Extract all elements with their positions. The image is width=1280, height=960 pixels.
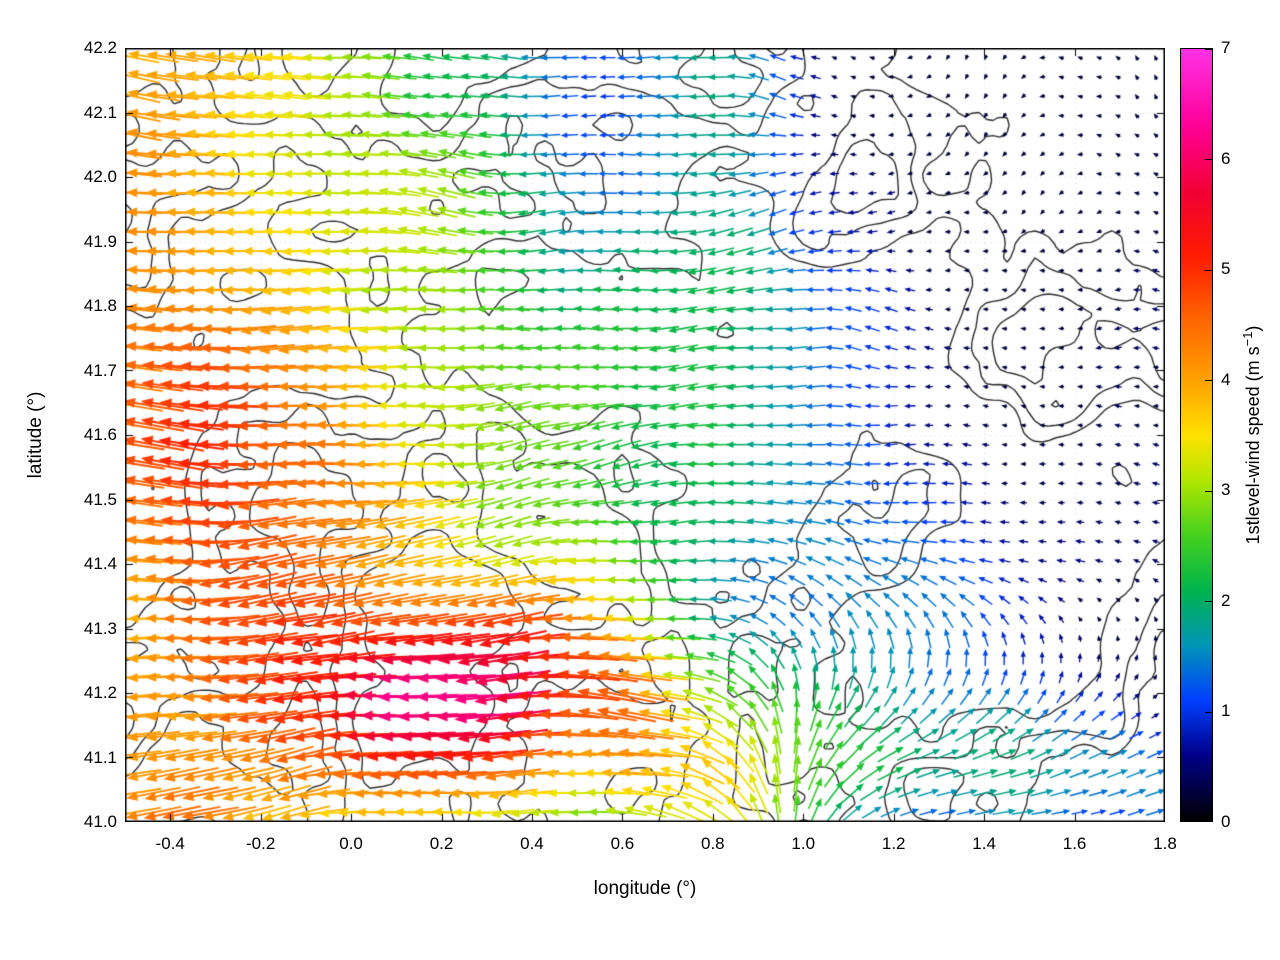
x-axis-tick-labels: -0.4 -0.2 0.0 0.2 0.4 0.6 0.8 1.0 1.2 1.4 1.6 1.8 — [125, 834, 1177, 860]
y-tick-label: 41.1 — [83, 747, 117, 767]
colorbar-tick-mark — [1205, 711, 1212, 713]
colorbar-tick-label: 2 — [1221, 590, 1231, 610]
colorbar-tick-mark — [1205, 49, 1212, 50]
colorbar-tick-mark — [1205, 601, 1212, 603]
x-tick-label: 0.4 — [520, 834, 544, 853]
colorbar-tick-label: 0 — [1221, 812, 1231, 831]
colorbar-tick-mark — [1205, 269, 1212, 271]
colorbar-tick-mark — [1205, 159, 1212, 161]
y-axis-tick-labels: 41.0 41.1 41.2 41.3 41.4 41.5 41.6 41.7 41.8 41.9… — [0, 38, 117, 831]
y-tick-label: 41.7 — [83, 360, 117, 380]
y-tick-label: 41.9 — [83, 231, 117, 251]
colorbar-tick-mark — [1205, 821, 1212, 822]
y-tick-label: 41.8 — [83, 296, 117, 315]
colorbar-tick-label: 3 — [1221, 480, 1231, 500]
colorbar-tick-label: 7 — [1221, 38, 1231, 57]
x-tick-label: -0.2 — [245, 834, 276, 853]
colorbar-tick-label: 4 — [1221, 369, 1231, 389]
y-tick-label: 41.4 — [83, 554, 117, 573]
y-axis-label: latitude (°) — [25, 391, 46, 479]
y-tick-label: 42.0 — [83, 167, 117, 186]
colorbar-tick-label: 5 — [1221, 259, 1231, 279]
y-tick-label: 41.6 — [83, 425, 117, 444]
x-tick-label: 1.4 — [972, 834, 996, 853]
colorbar-tick-label: 6 — [1221, 148, 1231, 168]
colorbar-tick-label: 1 — [1221, 701, 1231, 721]
x-tick-label: 1.2 — [881, 834, 906, 853]
colorbar-tick-mark — [1205, 490, 1212, 492]
x-tick-label: 0.0 — [339, 834, 363, 853]
y-tick-label: 41.0 — [83, 812, 117, 831]
x-tick-label: 0.8 — [700, 834, 725, 853]
colorbar-tick-labels: 0 1 2 3 4 5 6 7 — [1221, 38, 1261, 831]
x-axis-label: longitude (°) — [593, 878, 697, 899]
colorbar-label-superscript: −1 — [1240, 331, 1255, 347]
x-tick-label: 1.6 — [1062, 834, 1087, 853]
y-tick-label: 42.2 — [83, 38, 117, 57]
y-tick-label: 41.2 — [83, 683, 117, 702]
colorbar-label-text: 1stlevel-wind speed (m s — [1243, 346, 1263, 545]
colorbar-label-close: ) — [1243, 325, 1263, 332]
y-tick-label: 42.1 — [83, 102, 117, 122]
colorbar-label: 1stlevel-wind speed (m s−1) — [1240, 326, 1264, 545]
colorbar-gradient — [1180, 48, 1213, 822]
colorbar-tick-mark — [1205, 380, 1212, 382]
x-tick-label: -0.4 — [155, 834, 185, 853]
x-tick-label: 0.6 — [610, 834, 635, 853]
y-tick-label: 41.3 — [83, 618, 117, 638]
x-tick-label: 1.0 — [791, 834, 816, 853]
wind-vector-plot-canvas — [125, 48, 1165, 822]
x-tick-label: 1.8 — [1153, 834, 1177, 853]
y-tick-label: 41.5 — [83, 489, 117, 509]
x-tick-label: 0.2 — [429, 834, 454, 853]
